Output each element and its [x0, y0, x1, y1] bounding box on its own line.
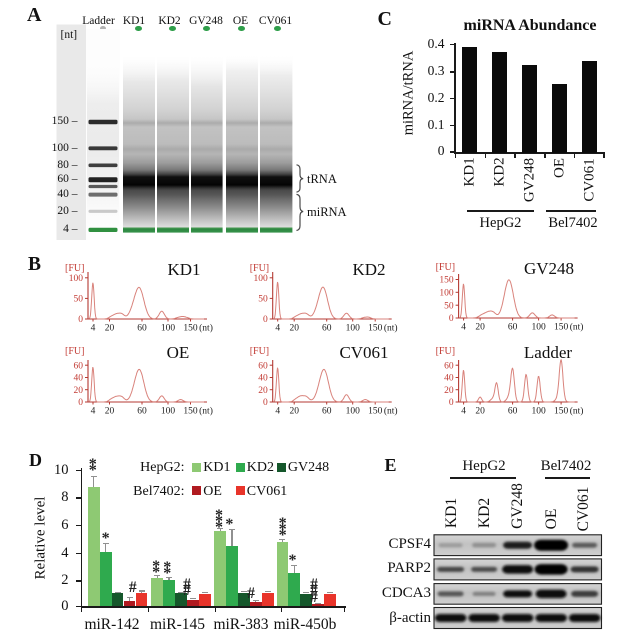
svg-text:4: 4 [91, 324, 96, 334]
svg-text:20: 20 [289, 324, 299, 334]
svg-text:60: 60 [137, 324, 147, 334]
svg-text:60: 60 [508, 323, 518, 333]
svg-text:60: 60 [74, 361, 84, 371]
svg-text:40: 40 [258, 374, 268, 384]
svg-text:(nt): (nt) [384, 323, 398, 334]
svg-text:150: 150 [439, 276, 454, 286]
svg-text:100: 100 [439, 289, 454, 299]
svg-text:Ladder: Ladder [524, 343, 572, 362]
svg-text:[FU]: [FU] [250, 346, 269, 357]
svg-text:0: 0 [263, 398, 268, 408]
svg-text:60: 60 [444, 361, 454, 371]
svg-text:150: 150 [554, 323, 569, 333]
svg-text:OE: OE [167, 343, 190, 362]
svg-text:(nt): (nt) [199, 323, 213, 334]
svg-text:tRNA: tRNA [307, 172, 337, 186]
svg-text:60: 60 [258, 361, 268, 371]
svg-text:[FU]: [FU] [250, 263, 269, 274]
svg-text:4: 4 [461, 407, 466, 417]
svg-text:40: 40 [74, 374, 84, 384]
svg-text:60: 60 [137, 407, 147, 417]
svg-text:[FU]: [FU] [65, 263, 84, 274]
svg-text:4: 4 [275, 407, 280, 417]
svg-text:150: 150 [183, 324, 198, 334]
svg-text:CV061: CV061 [339, 343, 388, 362]
svg-text:50: 50 [444, 301, 454, 311]
svg-text:(nt): (nt) [570, 322, 584, 333]
svg-text:100: 100 [531, 323, 546, 333]
svg-text:GV248: GV248 [524, 259, 574, 278]
svg-text:100: 100 [346, 324, 361, 334]
svg-text:[FU]: [FU] [65, 346, 84, 357]
svg-text:50: 50 [74, 295, 84, 305]
svg-text:4: 4 [275, 324, 280, 334]
svg-text:20: 20 [475, 407, 485, 417]
svg-text:100: 100 [69, 274, 84, 284]
svg-text:100: 100 [531, 407, 546, 417]
svg-text:40: 40 [444, 374, 454, 384]
svg-text:0: 0 [78, 398, 83, 408]
svg-text:20: 20 [105, 407, 115, 417]
svg-text:20: 20 [444, 386, 454, 396]
svg-text:4: 4 [91, 407, 96, 417]
svg-text:0: 0 [449, 398, 454, 408]
svg-text:[FU]: [FU] [436, 346, 455, 357]
svg-text:60: 60 [322, 407, 332, 417]
svg-text:100: 100 [253, 274, 268, 284]
svg-text:50: 50 [258, 295, 268, 305]
svg-text:150: 150 [183, 407, 198, 417]
svg-text:100: 100 [161, 324, 176, 334]
svg-text:150: 150 [368, 407, 383, 417]
svg-text:KD1: KD1 [167, 260, 200, 279]
svg-text:KD2: KD2 [352, 260, 385, 279]
svg-text:(nt): (nt) [199, 406, 213, 417]
svg-text:20: 20 [289, 407, 299, 417]
svg-text:100: 100 [346, 407, 361, 417]
svg-text:miRNA: miRNA [307, 205, 347, 219]
svg-text:0: 0 [449, 314, 454, 324]
svg-text:4: 4 [461, 323, 466, 333]
svg-text:(nt): (nt) [570, 406, 584, 417]
svg-text:(nt): (nt) [384, 406, 398, 417]
svg-text:60: 60 [508, 407, 518, 417]
svg-text:0: 0 [78, 315, 83, 325]
svg-text:20: 20 [105, 324, 115, 334]
svg-text:0: 0 [263, 315, 268, 325]
svg-text:60: 60 [322, 324, 332, 334]
svg-text:[FU]: [FU] [436, 262, 455, 273]
svg-text:100: 100 [161, 407, 176, 417]
svg-text:20: 20 [258, 386, 268, 396]
svg-text:20: 20 [475, 323, 485, 333]
svg-text:150: 150 [368, 324, 383, 334]
svg-text:150: 150 [554, 407, 569, 417]
svg-text:20: 20 [74, 386, 84, 396]
